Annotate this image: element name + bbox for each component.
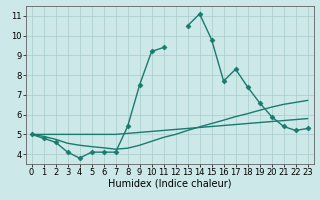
X-axis label: Humidex (Indice chaleur): Humidex (Indice chaleur)	[108, 179, 231, 189]
